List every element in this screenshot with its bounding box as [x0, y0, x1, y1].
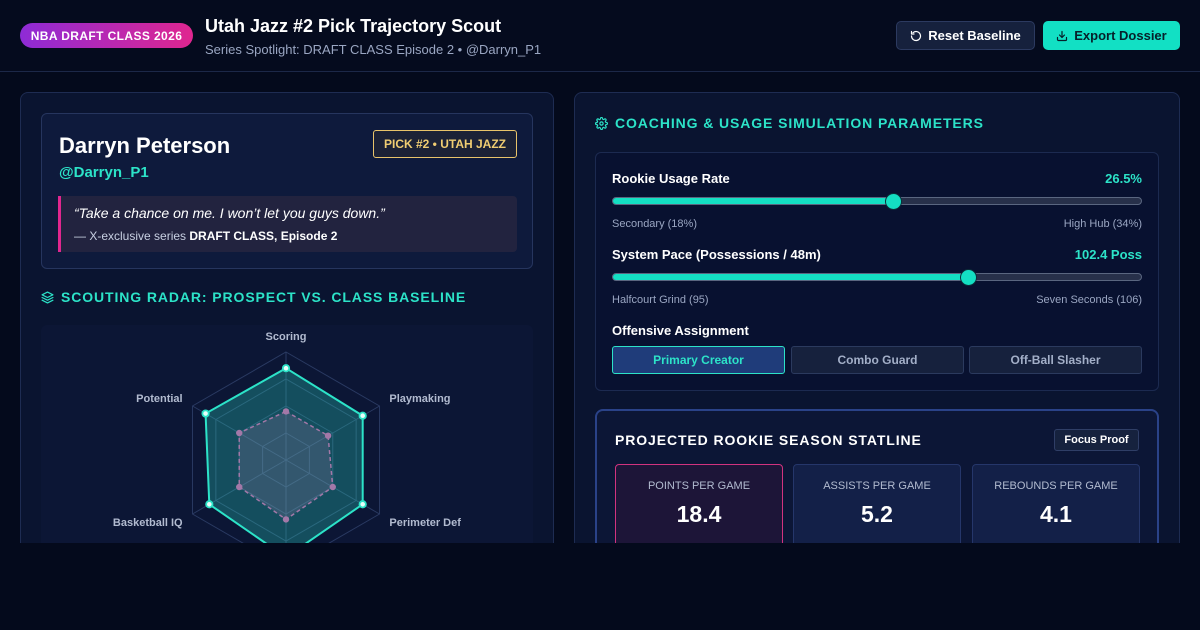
radar-series-2-point-3 — [329, 483, 336, 491]
radar-title-text: SCOUTING RADAR: PROSPECT VS. CLASS BASEL… — [61, 289, 467, 305]
quote-source: — X-exclusive series DRAFT CLASS, Episod… — [74, 229, 337, 243]
prospect-panel: Darryn Peterson @Darryn_P1 PICK #2 • UTA… — [20, 92, 554, 562]
player-handle: @Darryn_P1 — [59, 164, 149, 181]
radar-series-2-point-5 — [236, 483, 243, 491]
radar-series-1-area — [204, 367, 364, 559]
radar-axis-label-5: Basketball IQ — [113, 517, 183, 529]
statline-title: PROJECTED ROOKIE SEASON STATLINE — [615, 432, 922, 448]
radar-axis-label-2: Playmaking — [389, 393, 450, 405]
assignment-option-off-ball-slasher[interactable]: Off-Ball Slasher — [969, 346, 1142, 374]
focus-proof-button[interactable]: Focus Proof — [1054, 429, 1139, 451]
system-pace-min-label: Halfcourt Grind (95) — [612, 294, 709, 306]
gear-icon — [595, 116, 608, 130]
stat-label-assists: ASSISTS PER GAME — [823, 480, 931, 492]
player-profile-card: Darryn Peterson @Darryn_P1 PICK #2 • UTA… — [41, 113, 533, 269]
radar-series-1-point-1 — [281, 364, 291, 373]
quote-text: “Take a chance on me. I won’t let you gu… — [74, 205, 385, 221]
page-subtitle: Series Spotlight: DRAFT CLASS Episode 2 … — [205, 42, 542, 57]
page-title: Utah Jazz #2 Pick Trajectory Scout — [205, 16, 502, 36]
radar-series-1-point-6 — [201, 409, 210, 418]
usage-rate-slider-fill — [613, 198, 894, 204]
system-pace-max-label: Seven Seconds (106) — [1036, 294, 1142, 306]
radar-axis-label-3: Perimeter Def — [389, 517, 461, 529]
export-dossier-label: Export Dossier — [1074, 28, 1167, 43]
simulation-panel: COACHING & USAGE SIMULATION PARAMETERS R… — [574, 92, 1180, 562]
usage-rate-slider[interactable] — [612, 193, 1142, 209]
radar-series-2-point-2 — [324, 432, 332, 439]
layers-icon — [41, 290, 54, 304]
quote-source-prefix: — X-exclusive series — [74, 229, 190, 243]
radar-axis-label-6: Potential — [136, 393, 182, 405]
simulation-title-text: COACHING & USAGE SIMULATION PARAMETERS — [615, 115, 984, 131]
system-pace-slider[interactable] — [612, 269, 1142, 285]
draft-class-badge: NBA DRAFT CLASS 2026 — [20, 23, 193, 48]
system-pace-slider-fill — [613, 274, 969, 280]
system-pace-label: System Pace (Possessions / 48m) — [612, 247, 821, 262]
player-quote: “Take a chance on me. I won’t let you gu… — [58, 196, 517, 252]
stat-label-points: POINTS PER GAME — [647, 480, 751, 492]
reset-baseline-label: Reset Baseline — [928, 28, 1021, 43]
pick-badge: PICK #2 • UTAH JAZZ — [373, 130, 517, 158]
radar-series-2-point-1 — [282, 408, 290, 415]
simulation-section-title: COACHING & USAGE SIMULATION PARAMETERS — [595, 115, 984, 131]
radar-section-title: SCOUTING RADAR: PROSPECT VS. CLASS BASEL… — [41, 289, 466, 305]
stat-value-points: 18.4 — [676, 501, 722, 527]
offensive-assignment-label: Offensive Assignment — [612, 323, 749, 338]
simulation-parameters-card: Rookie Usage Rate 26.5% Secondary (18%) … — [595, 152, 1159, 391]
app-header: NBA DRAFT CLASS 2026 Utah Jazz #2 Pick T… — [0, 0, 1200, 72]
usage-rate-value: 26.5% — [1105, 171, 1142, 186]
system-pace-slider-thumb[interactable] — [960, 269, 976, 285]
usage-rate-slider-thumb[interactable] — [886, 193, 901, 209]
projected-statline-card: PROJECTED ROOKIE SEASON STATLINE Focus P… — [595, 409, 1159, 561]
radar-series-1-point-5 — [205, 500, 214, 509]
radar-series-1-point-2 — [358, 411, 367, 420]
radar-series-2-point-6 — [236, 429, 243, 437]
assignment-option-combo-guard[interactable]: Combo Guard — [791, 346, 964, 374]
system-pace-value: 102.4 Poss — [1074, 247, 1142, 262]
page-background-footer — [0, 543, 1200, 630]
download-icon — [1057, 30, 1068, 41]
quote-source-series: DRAFT CLASS, Episode 2 — [189, 229, 338, 243]
stat-label-rebounds: REBOUNDS PER GAME — [994, 480, 1118, 492]
usage-rate-label: Rookie Usage Rate — [612, 171, 730, 186]
player-name: Darryn Peterson — [59, 133, 231, 158]
stat-value-rebounds: 4.1 — [1040, 501, 1072, 527]
radar-axis-label-1: Scoring — [266, 331, 307, 343]
export-dossier-button[interactable]: Export Dossier — [1043, 21, 1180, 50]
stat-value-assists: 5.2 — [861, 501, 893, 527]
radar-series-2-point-4 — [282, 516, 290, 523]
usage-rate-min-label: Secondary (18%) — [612, 218, 697, 230]
usage-rate-max-label: High Hub (34%) — [1063, 218, 1142, 230]
reset-baseline-button[interactable]: Reset Baseline — [896, 21, 1035, 50]
rotate-ccw-icon — [911, 30, 922, 41]
assignment-option-primary-creator[interactable]: Primary Creator — [612, 346, 785, 374]
radar-series-1-point-3 — [358, 500, 367, 509]
